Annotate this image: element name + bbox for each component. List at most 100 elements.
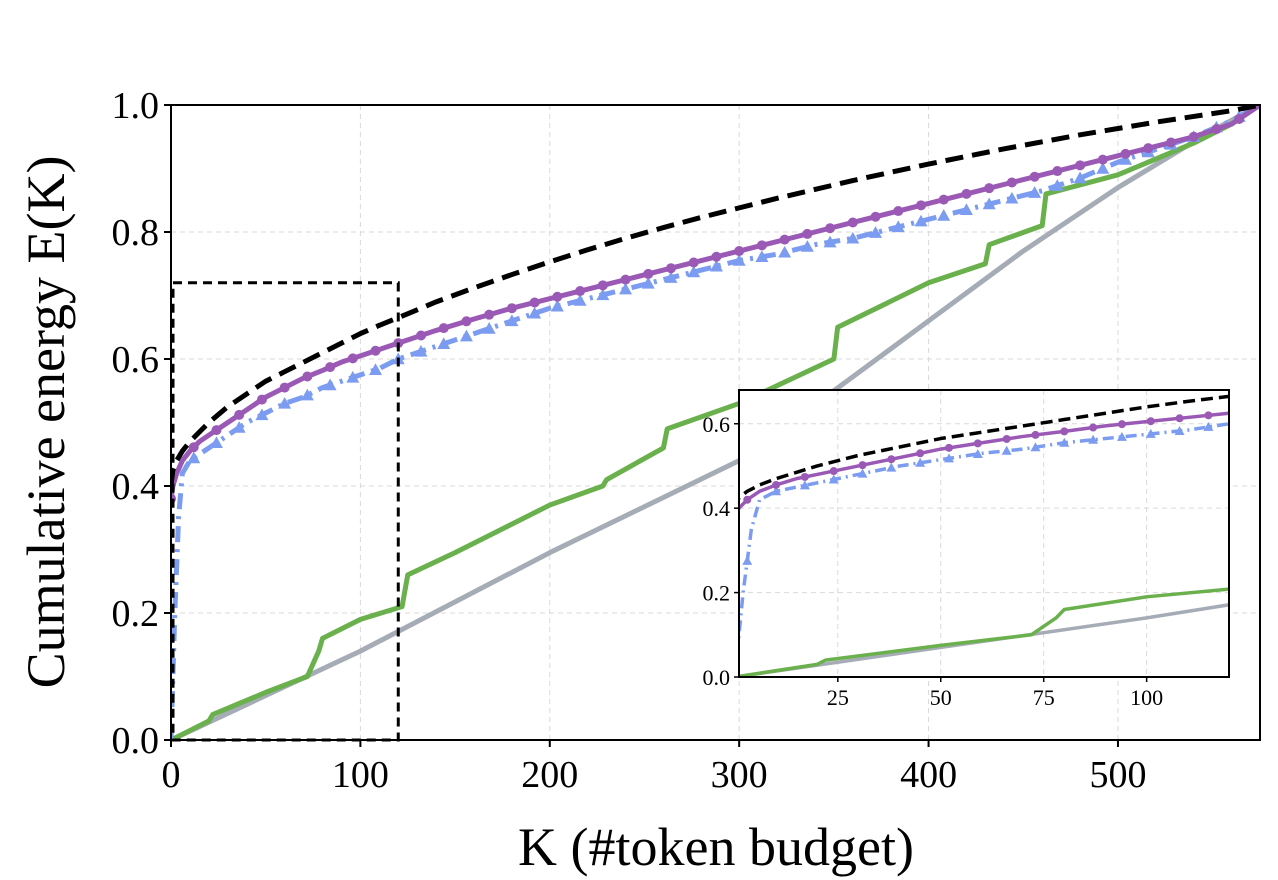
main-series-2 — [171, 105, 1260, 740]
inset-x-tick-label-1: 50 — [930, 685, 952, 710]
inset-marker-2-11 — [1059, 437, 1070, 447]
inset-series-line-3 — [739, 587, 1229, 677]
inset-marker-1-5 — [887, 455, 896, 464]
main-marker-1-23 — [688, 257, 699, 268]
main-marker-1-25 — [734, 246, 745, 257]
y-tick-label-3: 0.6 — [112, 339, 160, 381]
main-marker-2-22 — [664, 271, 678, 283]
inset-frame — [738, 389, 1230, 678]
inset-series-line-1 — [739, 411, 1229, 513]
main-marker-2-24 — [709, 259, 723, 272]
inset-marker-1-3 — [829, 467, 838, 476]
main-marker-1-12 — [438, 323, 449, 334]
main-series-line-3 — [171, 105, 1260, 740]
main-ticks: 0 100 200 300 400 500 0.0 0.2 0.4 0.6 0.8 1.0 — [112, 85, 1147, 796]
main-marker-1-43 — [1143, 143, 1154, 154]
main-marker-2-13 — [459, 329, 473, 342]
main-marker-1-7 — [325, 362, 336, 373]
main-marker-2-11 — [414, 344, 428, 357]
inset-series-1 — [739, 411, 1229, 513]
main-series-3 — [171, 105, 1260, 740]
inset-marker-2-13 — [1116, 431, 1127, 441]
inset-marker-2-0 — [742, 555, 753, 565]
main-marker-1-19 — [597, 280, 608, 291]
main-marker-2-27 — [778, 245, 792, 258]
main-series-line-0 — [171, 105, 1260, 487]
main-marker-1-32 — [893, 206, 904, 217]
inset-marker-1-1 — [772, 480, 781, 489]
inset-marker-1-2 — [800, 472, 809, 481]
main-marker-2-38 — [1028, 186, 1042, 198]
inset-marker-2-16 — [1203, 421, 1214, 431]
main-marker-1-31 — [870, 211, 881, 222]
main-marker-2-26 — [755, 250, 769, 262]
inset-series-line-2 — [739, 422, 1229, 653]
x-tick-label-0: 0 — [162, 754, 181, 796]
main-marker-1-35 — [961, 188, 972, 199]
main-marker-2-40 — [1073, 171, 1087, 184]
main-marker-1-30 — [847, 217, 858, 228]
inset-marker-2-8 — [972, 448, 983, 458]
inset-marker-1-6 — [916, 449, 925, 458]
main-marker-1-21 — [643, 268, 654, 279]
main-marker-2-6 — [300, 388, 314, 401]
main-marker-1-29 — [825, 223, 836, 234]
main-marker-1-18 — [575, 286, 586, 297]
main-marker-1-13 — [461, 316, 472, 327]
inset-marker-2-5 — [886, 462, 897, 472]
inset-y-tick-label-0: 0.0 — [703, 665, 731, 690]
main-marker-2-21 — [641, 276, 655, 289]
x-tick-label-3: 300 — [711, 754, 768, 796]
main-marker-2-12 — [437, 337, 451, 349]
inset-y-tick-label-1: 0.2 — [703, 581, 731, 606]
main-marker-1-33 — [915, 200, 926, 211]
inset-series-line-0 — [739, 394, 1229, 503]
main-marker-1-45 — [1188, 131, 1199, 142]
inset-marker-2-6 — [915, 457, 926, 467]
inset-marker-2-14 — [1145, 428, 1156, 438]
main-marker-1-22 — [665, 263, 676, 274]
main-marker-2-18 — [573, 294, 587, 306]
inset-marker-1-15 — [1175, 414, 1184, 423]
main-marker-1-37 — [1006, 177, 1017, 188]
x-tick-label-1: 100 — [332, 754, 389, 796]
main-marker-2-28 — [800, 240, 814, 252]
inset-series — [739, 394, 1229, 677]
main-series — [171, 105, 1260, 740]
main-marker-2-4 — [255, 408, 269, 421]
main-marker-2-8 — [346, 370, 360, 383]
inset-y-tick-label-3: 0.6 — [703, 412, 731, 437]
inset-y-tick-label-2: 0.4 — [703, 496, 731, 521]
main-marker-1-4 — [256, 394, 267, 405]
main-marker-2-15 — [505, 314, 519, 327]
main-marker-1-16 — [529, 297, 540, 308]
inset-marker-1-12 — [1089, 423, 1098, 432]
main-marker-1-3 — [234, 409, 245, 420]
y-tick-label-2: 0.4 — [112, 466, 160, 508]
inset-x-tick-label-3: 100 — [1130, 685, 1163, 710]
inset-marker-2-4 — [857, 468, 868, 478]
main-marker-2-33 — [914, 214, 928, 227]
x-axis-label: K (#token budget) — [518, 817, 914, 877]
main-marker-1-36 — [984, 183, 995, 194]
main-marker-1-38 — [1029, 171, 1040, 182]
main-series-0 — [171, 105, 1260, 487]
main-marker-2-7 — [323, 378, 337, 391]
inset-marker-1-14 — [1146, 417, 1155, 426]
main-marker-2-31 — [869, 226, 883, 238]
main-series-4 — [171, 105, 1260, 740]
inset-marker-2-15 — [1174, 425, 1185, 435]
main-marker-2-41 — [1096, 162, 1110, 174]
inset-marker-2-9 — [1001, 445, 1012, 455]
main-marker-2-19 — [596, 288, 610, 301]
inset-x-tick-label-2: 75 — [1033, 685, 1055, 710]
x-tick-label-5: 500 — [1089, 754, 1146, 796]
main-marker-2-14 — [482, 322, 496, 334]
main-marker-1-1 — [188, 442, 199, 453]
inset-plot: 25 50 75 100 0.0 0.2 0.4 0.6 — [703, 389, 1230, 710]
main-marker-1-11 — [415, 330, 426, 341]
y-tick-label-0: 0.0 — [112, 720, 160, 762]
y-axis-label: Cumulative energy E(K) — [16, 156, 76, 689]
main-marker-1-27 — [779, 234, 790, 245]
main-marker-1-6 — [302, 371, 313, 382]
